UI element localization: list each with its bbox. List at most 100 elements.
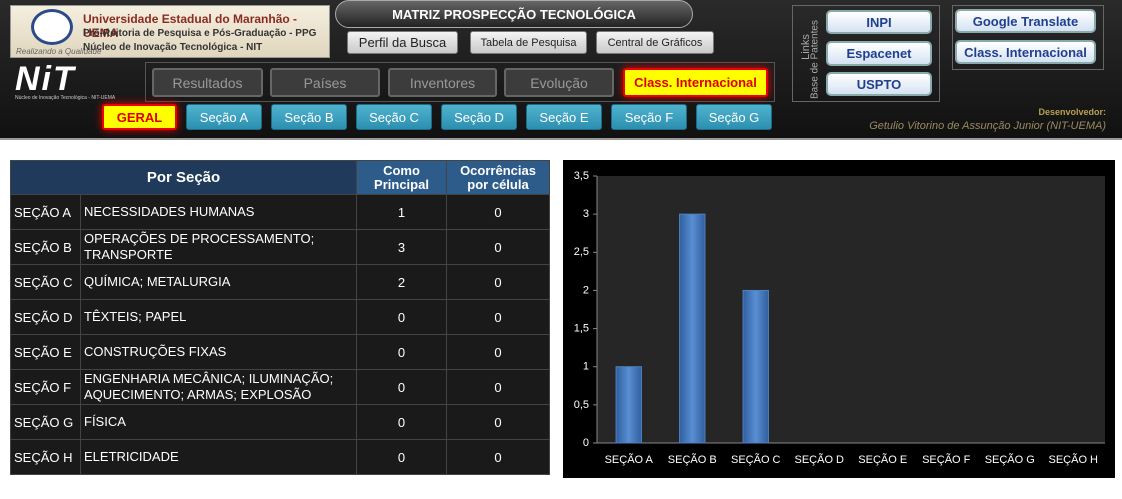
- section-code: SEÇÃO F: [10, 369, 81, 405]
- section-button[interactable]: Seção G: [696, 104, 772, 130]
- y-tick-label: 1: [583, 361, 589, 373]
- cell-count: 0: [446, 334, 550, 370]
- principal-count: 2: [356, 264, 447, 300]
- y-tick-label: 0,5: [574, 399, 589, 411]
- section-code: SEÇÃO G: [10, 404, 81, 440]
- patent-button[interactable]: Espacenet: [826, 41, 932, 66]
- section-code: SEÇÃO C: [10, 264, 81, 300]
- patents-label: Base de Patentes: [809, 20, 821, 99]
- principal-count: 1: [356, 194, 447, 230]
- section-button[interactable]: Seção D: [441, 104, 517, 130]
- bar: [742, 289, 769, 444]
- y-tick-label: 3: [583, 208, 589, 220]
- table-row: SEÇÃO A NECESSIDADES HUMANAS 1 0: [10, 194, 550, 230]
- table-row: SEÇÃO E CONSTRUÇÕES FIXAS 0 0: [10, 334, 550, 370]
- plot-area: [597, 176, 1105, 443]
- cell-count: 0: [446, 264, 550, 300]
- section-button[interactable]: Seção C: [356, 104, 432, 130]
- section-name: QUÍMICA; METALURGIA: [80, 264, 357, 300]
- nav-button[interactable]: Evolução: [504, 68, 614, 97]
- app-title: MATRIZ PROSPECÇÃO TECNOLÓGICA: [335, 0, 693, 28]
- cell-count: 0: [446, 299, 550, 335]
- table-wrap: Por Seção Como Principal Ocorrências por…: [10, 160, 550, 475]
- table-row: SEÇÃO C QUÍMICA; METALURGIA 2 0: [10, 264, 550, 300]
- nav-frame: [145, 62, 775, 102]
- patent-button[interactable]: USPTO: [826, 72, 932, 96]
- x-tick-label: SEÇÃO G: [985, 453, 1035, 466]
- cell-count: 0: [446, 404, 550, 440]
- section-code: SEÇÃO A: [10, 194, 81, 230]
- proreitoria: Pró-Reitoria de Pesquisa e Pós-Graduação…: [83, 28, 317, 39]
- developer-label: Desenvolvedor:: [1038, 107, 1106, 117]
- bar: [679, 213, 706, 444]
- cell-count: 0: [446, 369, 550, 405]
- chart: 0 0,5 1 1,5 2 2,5 3 3,5 SEÇÃO A SEÇÃO B SEÇÃO C SEÇ…: [563, 160, 1115, 478]
- x-tick-label: SEÇÃO B: [668, 453, 717, 466]
- header: Realizando a Qualidade Universidade Esta…: [0, 0, 1122, 140]
- x-tick-label: SEÇÃO E: [858, 453, 907, 466]
- cell-count: 0: [446, 229, 550, 265]
- section-name: CONSTRUÇÕES FIXAS: [80, 334, 357, 370]
- section-code: SEÇÃO D: [10, 299, 81, 335]
- y-tick-label: 3,5: [574, 170, 589, 182]
- tools-box: [952, 5, 1104, 70]
- section-code: SEÇÃO E: [10, 334, 81, 370]
- section-code: SEÇÃO B: [10, 229, 81, 265]
- nav-button[interactable]: Resultados: [152, 68, 263, 97]
- section-button[interactable]: GERAL: [102, 104, 177, 130]
- column-header: Ocorrências por célula: [446, 160, 550, 195]
- section-code: SEÇÃO H: [10, 439, 81, 475]
- principal-count: 0: [356, 439, 447, 475]
- cell-count: 0: [446, 439, 550, 475]
- x-tick-label: SEÇÃO A: [605, 453, 654, 466]
- tool-button[interactable]: Google Translate: [955, 9, 1096, 33]
- x-tick-label: SEÇÃO F: [922, 453, 971, 466]
- section-name: TÊXTEIS; PAPEL: [80, 299, 357, 335]
- table-row: SEÇÃO H ELETRICIDADE 0 0: [10, 439, 550, 475]
- table-row: SEÇÃO B OPERAÇÕES DE PROCESSAMENTO; TRANS…: [10, 229, 550, 265]
- section-button[interactable]: Seção B: [271, 104, 347, 130]
- section-button[interactable]: Seção A: [186, 104, 262, 130]
- nav-button[interactable]: Inventores: [388, 68, 497, 97]
- x-tick-label: SEÇÃO D: [794, 453, 844, 466]
- principal-count: 0: [356, 299, 447, 335]
- y-tick-label: 2: [583, 284, 589, 296]
- section-button[interactable]: Seção E: [526, 104, 602, 130]
- top-button[interactable]: Central de Gráficos: [596, 31, 714, 54]
- table-row: SEÇÃO D TÊXTEIS; PAPEL 0 0: [10, 299, 550, 335]
- university-name: Universidade Estadual do Maranhão - UEMA: [83, 12, 298, 40]
- bar: [615, 366, 642, 444]
- university-box: Realizando a Qualidade Universidade Esta…: [10, 5, 330, 58]
- section-name: NECESSIDADES HUMANAS: [80, 194, 357, 230]
- nit-caption: Núcleo de Inovação Tecnológica - NIT-UEM…: [15, 95, 116, 101]
- section-name: ELETRICIDADE: [80, 439, 357, 475]
- column-header: Por Seção: [10, 160, 357, 195]
- table-row: SEÇÃO F ENGENHARIA MECÂNICA; ILUMINAÇÃO; …: [10, 369, 550, 405]
- tool-button[interactable]: Class. Internacional: [955, 40, 1096, 64]
- principal-count: 0: [356, 334, 447, 370]
- nav-button[interactable]: Países: [270, 68, 380, 97]
- y-tick-label: 2,5: [574, 246, 589, 258]
- x-tick-label: SEÇÃO H: [1048, 453, 1098, 466]
- top-button[interactable]: Tabela de Pesquisa: [470, 31, 587, 54]
- principal-count: 3: [356, 229, 447, 265]
- slogan: Realizando a Qualidade: [16, 47, 102, 56]
- principal-count: 0: [356, 404, 447, 440]
- section-name: ENGENHARIA MECÂNICA; ILUMINAÇÃO; AQUECIM…: [80, 369, 357, 405]
- links-box: Links Base de Patentes: [792, 5, 940, 102]
- section-button[interactable]: Seção F: [611, 104, 687, 130]
- developer: Getulio Vitorino de Assunção Junior (NIT…: [869, 120, 1106, 132]
- top-button[interactable]: Perfil da Busca: [347, 31, 458, 54]
- column-header: Como Principal: [356, 160, 447, 195]
- y-tick-label: 1,5: [574, 322, 589, 334]
- nav-button[interactable]: Class. Internacional: [623, 68, 768, 97]
- patent-button[interactable]: INPI: [826, 10, 932, 34]
- section-name: FÍSICA: [80, 404, 357, 440]
- section-table: Por Seção Como Principal Ocorrências por…: [10, 160, 550, 475]
- university-seal: [31, 9, 73, 45]
- nucleo: Núcleo de Inovação Tecnológica - NIT: [83, 42, 263, 53]
- nit-logo: NiT: [15, 60, 76, 98]
- x-tick-label: SEÇÃO C: [731, 453, 781, 466]
- principal-count: 0: [356, 369, 447, 405]
